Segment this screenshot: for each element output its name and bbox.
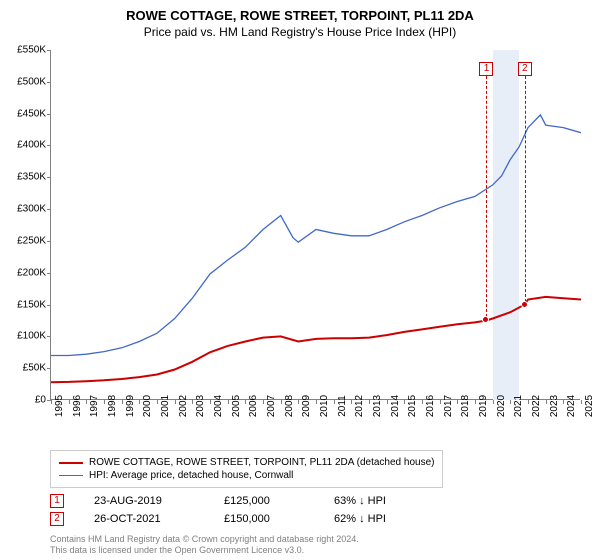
y-axis-label: £150K	[0, 299, 46, 310]
x-tick	[228, 400, 229, 404]
y-axis-label: £450K	[0, 108, 46, 119]
legend-swatch	[59, 462, 83, 464]
x-tick	[245, 400, 246, 404]
sale-marker-line	[525, 76, 526, 302]
x-tick	[404, 400, 405, 404]
x-tick	[387, 400, 388, 404]
x-tick	[281, 400, 282, 404]
y-axis-label: £0	[0, 395, 46, 406]
sales-marker-icon: 1	[50, 494, 64, 508]
sales-delta: 63% ↓ HPI	[334, 495, 424, 507]
x-tick	[210, 400, 211, 404]
x-tick	[298, 400, 299, 404]
x-tick	[369, 400, 370, 404]
chart-subtitle: Price paid vs. HM Land Registry's House …	[0, 23, 600, 39]
attribution-line1: Contains HM Land Registry data © Crown c…	[50, 534, 359, 545]
x-tick	[493, 400, 494, 404]
x-tick	[528, 400, 529, 404]
x-tick	[104, 400, 105, 404]
x-tick	[157, 400, 158, 404]
sales-price: £125,000	[224, 495, 304, 507]
x-tick	[440, 400, 441, 404]
series-polyline	[51, 297, 581, 382]
y-axis-label: £500K	[0, 76, 46, 87]
y-axis-label: £200K	[0, 267, 46, 278]
y-axis-label: £400K	[0, 140, 46, 151]
series-svg	[51, 50, 581, 400]
sales-date: 26-OCT-2021	[94, 513, 194, 525]
chart-area: £0£50K£100K£150K£200K£250K£300K£350K£400…	[50, 50, 580, 420]
x-tick	[334, 400, 335, 404]
x-tick	[122, 400, 123, 404]
plot-region: £0£50K£100K£150K£200K£250K£300K£350K£400…	[50, 50, 580, 400]
x-tick	[563, 400, 564, 404]
attribution: Contains HM Land Registry data © Crown c…	[50, 534, 359, 556]
sales-price: £150,000	[224, 513, 304, 525]
legend-swatch	[59, 475, 83, 476]
y-axis-label: £300K	[0, 204, 46, 215]
sales-delta: 62% ↓ HPI	[334, 513, 424, 525]
series-polyline	[51, 115, 581, 356]
sales-marker-icon: 2	[50, 512, 64, 526]
legend-row: HPI: Average price, detached house, Corn…	[59, 469, 434, 482]
y-axis-label: £350K	[0, 172, 46, 183]
x-tick	[546, 400, 547, 404]
sale-marker-box: 1	[479, 62, 493, 76]
legend-row: ROWE COTTAGE, ROWE STREET, TORPOINT, PL1…	[59, 456, 434, 469]
sale-marker-dot	[521, 301, 528, 308]
y-axis-label: £50K	[0, 363, 46, 374]
x-tick	[351, 400, 352, 404]
sale-marker-box: 2	[518, 62, 532, 76]
chart-title: ROWE COTTAGE, ROWE STREET, TORPOINT, PL1…	[0, 0, 600, 23]
attribution-line2: This data is licensed under the Open Gov…	[50, 545, 359, 556]
x-tick	[581, 400, 582, 404]
x-tick	[69, 400, 70, 404]
legend: ROWE COTTAGE, ROWE STREET, TORPOINT, PL1…	[50, 450, 443, 488]
x-tick	[422, 400, 423, 404]
chart-container: ROWE COTTAGE, ROWE STREET, TORPOINT, PL1…	[0, 0, 600, 560]
sales-row: 2 26-OCT-2021 £150,000 62% ↓ HPI	[50, 510, 424, 528]
y-axis-label: £100K	[0, 331, 46, 342]
x-tick	[316, 400, 317, 404]
y-axis-label: £250K	[0, 235, 46, 246]
x-tick	[475, 400, 476, 404]
sales-date: 23-AUG-2019	[94, 495, 194, 507]
sales-table: 1 23-AUG-2019 £125,000 63% ↓ HPI 2 26-OCT-202…	[50, 492, 424, 528]
x-tick	[139, 400, 140, 404]
x-tick	[51, 400, 52, 404]
x-tick	[86, 400, 87, 404]
x-tick	[192, 400, 193, 404]
legend-label: ROWE COTTAGE, ROWE STREET, TORPOINT, PL1…	[89, 457, 434, 468]
legend-label: HPI: Average price, detached house, Corn…	[89, 470, 293, 481]
x-tick	[175, 400, 176, 404]
x-tick	[457, 400, 458, 404]
sale-marker-line	[486, 76, 487, 317]
y-axis-label: £550K	[0, 45, 46, 56]
x-axis-label: 2025	[584, 395, 595, 417]
sales-row: 1 23-AUG-2019 £125,000 63% ↓ HPI	[50, 492, 424, 510]
x-tick	[510, 400, 511, 404]
x-tick	[263, 400, 264, 404]
